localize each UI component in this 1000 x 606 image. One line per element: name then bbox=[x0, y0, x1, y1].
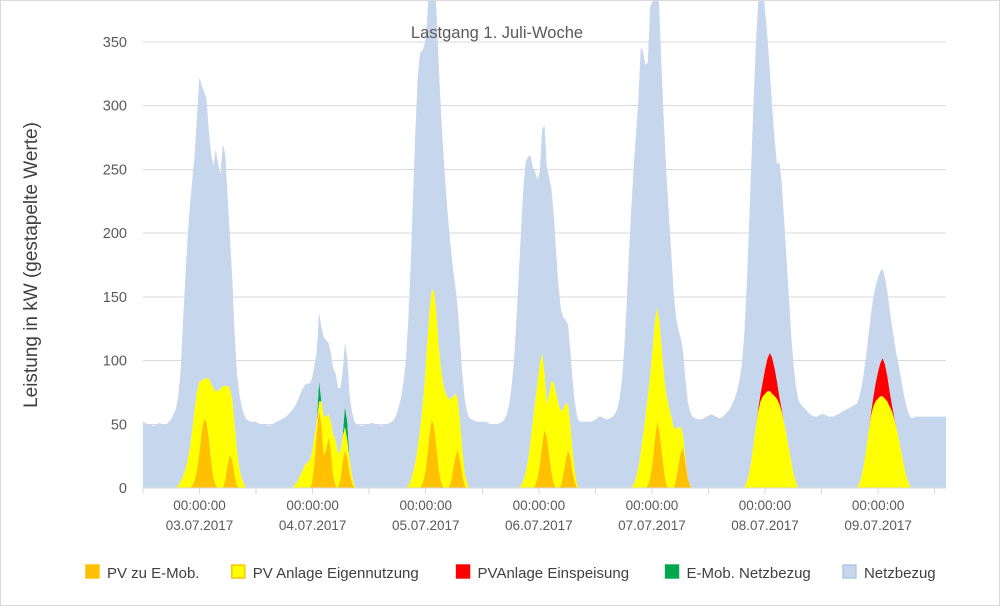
y-axis-title: Leistung in kW (gestapelte Werte) bbox=[21, 122, 42, 408]
y-tick-label: 200 bbox=[103, 226, 127, 242]
y-tick-label: 350 bbox=[103, 35, 127, 51]
x-tick-time: 00:00:00 bbox=[286, 498, 339, 513]
plot-series-group bbox=[143, 1, 946, 488]
y-tick-label: 300 bbox=[103, 99, 127, 115]
y-tick-label: 100 bbox=[103, 354, 127, 370]
y-tick-label: 250 bbox=[103, 162, 127, 178]
legend-label[interactable]: Netzbezug bbox=[864, 565, 936, 582]
legend-swatch[interactable] bbox=[231, 564, 246, 579]
legend-label[interactable]: PV Anlage Eigennutzung bbox=[253, 565, 419, 582]
y-tick-label: 0 bbox=[119, 481, 127, 497]
y-tick-label: 150 bbox=[103, 290, 127, 306]
legend-label[interactable]: E-Mob. Netzbezug bbox=[687, 565, 811, 582]
x-tick-time: 00:00:00 bbox=[513, 498, 566, 513]
x-tick-date: 06.07.2017 bbox=[505, 518, 573, 533]
x-tick-date: 05.07.2017 bbox=[392, 518, 460, 533]
legend-swatch[interactable] bbox=[85, 564, 100, 579]
legend-swatch[interactable] bbox=[664, 564, 680, 579]
legend-swatch[interactable] bbox=[842, 564, 857, 579]
chart-title: Lastgang 1. Juli-Woche bbox=[411, 24, 583, 42]
series-area-pv_eigennutzung bbox=[143, 289, 946, 488]
series-area-pv_zu_emob bbox=[143, 408, 946, 488]
x-tick-date: 08.07.2017 bbox=[731, 518, 799, 533]
x-tick-time: 00:00:00 bbox=[399, 498, 452, 513]
x-tick-time: 00:00:00 bbox=[173, 498, 226, 513]
legend-label[interactable]: PVAnlage Einspeisung bbox=[478, 565, 630, 582]
x-axis-group: 00:00:00 03.07.2017 00:00:00 04.07.2017 00:0… bbox=[142, 487, 946, 533]
x-tick-time: 00:00:00 bbox=[852, 498, 905, 513]
x-tick-date: 07.07.2017 bbox=[618, 518, 686, 533]
y-axis-group: 0 50 100 150 200 250 300 350 bbox=[103, 35, 127, 497]
x-tick-time: 00:00:00 bbox=[739, 498, 792, 513]
y-tick-label: 50 bbox=[111, 417, 127, 433]
x-tick-date: 09.07.2017 bbox=[844, 518, 912, 533]
legend: PV zu E-Mob. PV Anlage Eigennutzung PVAnla… bbox=[85, 564, 936, 582]
legend-swatch[interactable] bbox=[455, 564, 471, 579]
x-tick-date: 03.07.2017 bbox=[166, 518, 234, 533]
legend-label[interactable]: PV zu E-Mob. bbox=[107, 565, 200, 582]
x-tick-time: 00:00:00 bbox=[626, 498, 679, 513]
x-tick-date: 04.07.2017 bbox=[279, 518, 347, 533]
series-area-netzbezug bbox=[143, 1, 946, 488]
